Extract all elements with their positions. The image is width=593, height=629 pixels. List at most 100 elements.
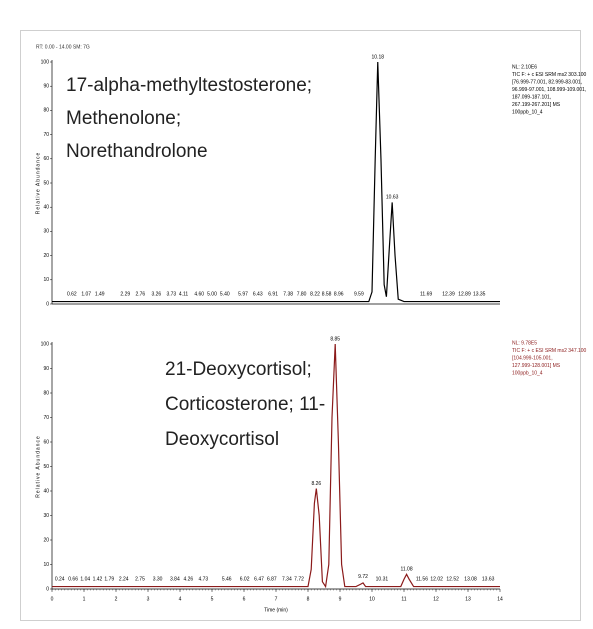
subtitle: RT: 0.00 - 14.00 SM: 7G <box>36 44 90 50</box>
x-tick-label: 0 <box>51 596 54 602</box>
info-line: NL: 9.78E5 <box>512 340 537 346</box>
peak-label: 6.87 <box>267 576 277 582</box>
peak-label: 0.24 <box>55 576 65 582</box>
peak-label: 5.00 <box>207 291 217 297</box>
peak-label: 5.97 <box>238 291 248 297</box>
peak-label: 6.47 <box>254 576 264 582</box>
x-tick-label: 3 <box>147 596 150 602</box>
peak-label: 4.26 <box>183 576 193 582</box>
y-axis-label: Relative Abundance <box>35 152 41 214</box>
y-tick-label: 10 <box>43 277 49 283</box>
peak-label: 9.72 <box>358 574 368 580</box>
peak-label: 2.29 <box>120 291 130 297</box>
y-tick-label: 50 <box>43 180 49 186</box>
peak-label: 7.72 <box>294 576 304 582</box>
info-line: 100ppb_10_4 <box>512 370 543 376</box>
y-tick-label: 30 <box>43 513 49 519</box>
y-tick-label: 20 <box>43 253 49 259</box>
peak-label: 2.76 <box>135 291 145 297</box>
x-tick-label: 8 <box>307 596 310 602</box>
y-axis-label: Relative Abundance <box>35 435 41 497</box>
compound-label: Deoxycortisol <box>165 429 279 450</box>
y-tick-label: 70 <box>43 132 49 138</box>
peak-label: 12.89 <box>458 291 471 297</box>
x-tick-label: 12 <box>433 596 439 602</box>
peak-label: 10.31 <box>376 576 389 582</box>
info-line: [104.999-105.001, <box>512 355 553 361</box>
y-tick-label: 60 <box>43 156 49 162</box>
peak-label: 1.04 <box>80 576 90 582</box>
x-tick-label: 6 <box>243 596 246 602</box>
info-line: 127.999-128.001] MS <box>512 363 561 369</box>
info-line: 100ppb_10_4 <box>512 109 543 115</box>
info-line: NL: 2.10E6 <box>512 64 537 70</box>
peak-label: 4.11 <box>179 291 189 297</box>
y-tick-label: 90 <box>43 84 49 90</box>
peak-label: 7.34 <box>282 576 292 582</box>
peak-label: 6.43 <box>253 291 263 297</box>
peak-label: 13.08 <box>464 576 477 582</box>
info-line: 187.099-187.101, <box>512 94 551 100</box>
y-tick-label: 40 <box>43 488 49 494</box>
peak-label: 11.69 <box>420 291 432 297</box>
peak-label: 7.38 <box>283 291 293 297</box>
x-tick-label: 4 <box>179 596 182 602</box>
info-line: [76.999-77.001, 82.999-83.001, <box>512 79 582 85</box>
peak-label: 4.73 <box>198 576 208 582</box>
x-tick-label: 10 <box>369 596 375 602</box>
peak-label: 5.40 <box>220 291 230 297</box>
y-tick-label: 20 <box>43 537 49 543</box>
info-line: TIC F: + c ESI SRM ms2 303.100 <box>512 72 587 78</box>
peak-label: 8.22 <box>310 291 320 297</box>
trace <box>52 343 500 589</box>
y-tick-label: 50 <box>43 464 49 470</box>
x-tick-label: 13 <box>465 596 471 602</box>
peak-label: 9.59 <box>354 291 364 297</box>
peak-label: 13.35 <box>473 291 486 297</box>
x-tick-label: 11 <box>401 596 406 602</box>
peak-label: 11.08 <box>400 567 412 573</box>
y-tick-label: 0 <box>46 301 49 307</box>
peak-label: 13.63 <box>482 576 495 582</box>
peak-label: 12.52 <box>446 576 459 582</box>
peak-label: 5.46 <box>222 576 232 582</box>
peak-label: 6.02 <box>240 576 250 582</box>
peak-label: 3.26 <box>151 291 161 297</box>
y-tick-label: 10 <box>43 562 49 568</box>
y-tick-label: 0 <box>46 586 49 592</box>
compound-label: Norethandrolone <box>66 141 208 162</box>
peak-label: 2.75 <box>135 576 145 582</box>
peak-label: 8.96 <box>334 291 344 297</box>
peak-label: 3.84 <box>170 576 180 582</box>
compound-label: Methenolone; <box>66 108 181 129</box>
x-tick-label: 1 <box>83 596 86 602</box>
compound-label: Corticosterone; 11- <box>165 394 325 415</box>
x-tick-label: 9 <box>339 596 342 602</box>
peak-label: 10.18 <box>372 54 385 60</box>
frame <box>20 30 581 621</box>
peak-label: 12.02 <box>430 576 443 582</box>
y-tick-label: 90 <box>43 366 49 372</box>
info-line: 267.199-267.201] MS <box>512 102 561 108</box>
peak-label: 8.26 <box>311 481 321 487</box>
x-tick-label: 5 <box>211 596 214 602</box>
y-tick-label: 100 <box>41 341 50 347</box>
peak-label: 1.49 <box>95 291 105 297</box>
peak-label: 3.30 <box>153 576 163 582</box>
peak-label: 8.58 <box>322 291 332 297</box>
x-axis-label: Time (min) <box>264 607 288 613</box>
x-tick-label: 2 <box>115 596 118 602</box>
peak-label: 4.60 <box>194 291 204 297</box>
compound-label: 17-alpha-methyltestosterone; <box>66 75 312 96</box>
info-line: 96.999-97.001, 108.999-109.001, <box>512 87 586 93</box>
peak-label: 1.42 <box>93 576 103 582</box>
info-line: TIC F: + c ESI SRM ms2 347.100 <box>512 348 587 354</box>
peak-label: 1.07 <box>81 291 91 297</box>
peak-label: 6.91 <box>268 291 278 297</box>
x-tick-label: 14 <box>497 596 503 602</box>
y-tick-label: 100 <box>41 59 50 65</box>
y-tick-label: 80 <box>43 390 49 396</box>
peak-label: 1.79 <box>104 576 114 582</box>
peak-label: 10.63 <box>386 195 399 201</box>
